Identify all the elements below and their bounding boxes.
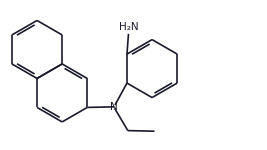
Text: H₂N: H₂N: [119, 22, 138, 32]
Text: N: N: [110, 102, 118, 112]
